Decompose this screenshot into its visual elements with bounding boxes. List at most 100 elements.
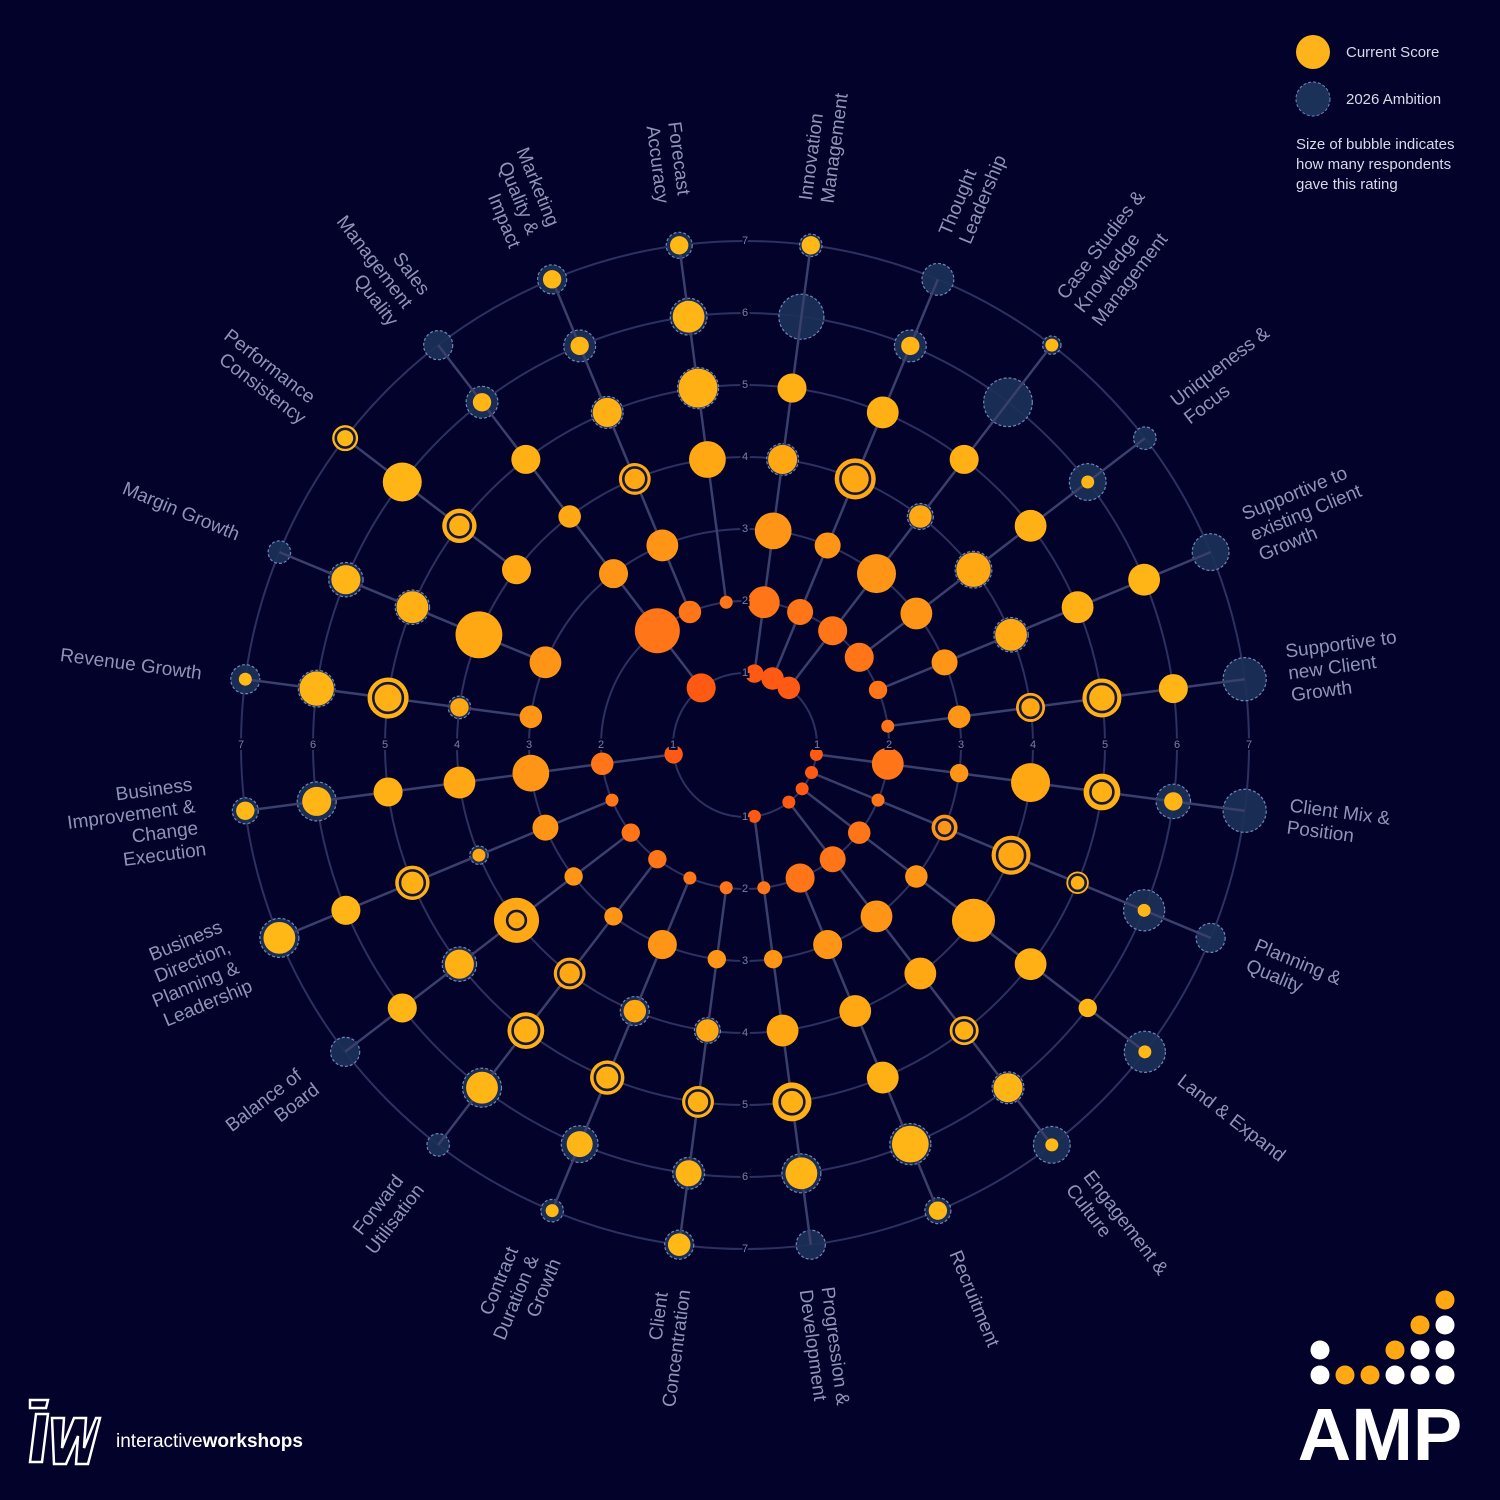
ring-label: 4 bbox=[1030, 739, 1036, 751]
current-bubble bbox=[299, 671, 334, 706]
spokes-layer bbox=[245, 245, 1245, 1245]
current-bubble bbox=[1138, 1045, 1152, 1059]
current-bubble bbox=[558, 505, 581, 528]
current-bubble bbox=[532, 814, 559, 841]
category-label: Planning & Quality bbox=[1243, 935, 1349, 1012]
current-bubble bbox=[373, 777, 403, 807]
ambition-ring bbox=[505, 909, 528, 931]
category-label: Performance Consistency bbox=[206, 325, 323, 429]
ambition-ring bbox=[778, 1088, 806, 1116]
ambition-ring bbox=[622, 466, 648, 492]
category-label: Marketing Quality & Impact bbox=[471, 145, 565, 252]
current-bubble bbox=[868, 680, 888, 700]
current-bubble bbox=[928, 1201, 948, 1220]
current-bubble bbox=[545, 1204, 559, 1218]
current-bubble bbox=[995, 618, 1027, 651]
category-label-group: Sales Management Quality bbox=[332, 212, 437, 331]
category-label-group: Client Mix & Position bbox=[1285, 796, 1396, 847]
ring bbox=[384, 384, 1106, 1106]
category-label: Balance of Board bbox=[222, 1062, 324, 1154]
current-bubble bbox=[949, 444, 979, 474]
ring-label: 3 bbox=[742, 955, 748, 967]
category-label: Thought Leadership bbox=[935, 144, 1011, 247]
current-bubble bbox=[646, 529, 679, 562]
category-label-group: Recruitment bbox=[945, 1247, 1004, 1350]
category-label-group: Supportive to new Client Growth bbox=[1284, 626, 1403, 706]
current-bubble bbox=[844, 642, 874, 672]
current-bubble bbox=[795, 782, 809, 796]
category-label-group: Margin Growth bbox=[119, 478, 242, 545]
current-bubble bbox=[1081, 475, 1095, 489]
current-bubble bbox=[472, 393, 492, 412]
ring-label: 7 bbox=[742, 1243, 748, 1255]
current-bubble bbox=[493, 897, 540, 943]
current-bubble bbox=[1045, 338, 1059, 352]
category-label-group: Land & Expand bbox=[1173, 1071, 1289, 1167]
current-bubble bbox=[707, 949, 726, 969]
current-bubble bbox=[747, 586, 780, 619]
current-bubble bbox=[818, 616, 848, 646]
current-bubble bbox=[564, 867, 583, 886]
current-bubble bbox=[766, 1014, 799, 1047]
ring-label: 7 bbox=[238, 739, 244, 751]
legend-label: Current Score bbox=[1346, 44, 1439, 61]
current-bubble bbox=[764, 949, 783, 969]
category-label-group: Supportive to existing Client Growth bbox=[1239, 461, 1370, 566]
category-label: Uniqueness & Focus bbox=[1167, 320, 1291, 429]
category-label-group: Contract Duration & Growth bbox=[469, 1239, 566, 1352]
current-bubble bbox=[904, 957, 937, 990]
current-bubble bbox=[501, 555, 532, 585]
category-label: Forecast Accuracy bbox=[641, 120, 694, 205]
current-bubble bbox=[1014, 509, 1047, 542]
labels-layer: 1 1 1 1 2 2 2 2 3 3 3 3 4 4 4 4 5 5 5 5 6 6 6 6 7 7 7 7 Innovation M… bbox=[59, 91, 1403, 1412]
ambition-ring bbox=[1086, 682, 1118, 714]
spoke bbox=[344, 437, 518, 571]
ambition-ring bbox=[398, 869, 427, 897]
current-bubble bbox=[466, 1071, 498, 1104]
ambition-ring bbox=[995, 839, 1027, 871]
ring-label: 6 bbox=[742, 307, 748, 319]
current-bubble bbox=[747, 809, 761, 823]
current-bubble bbox=[1078, 998, 1097, 1018]
current-bubble bbox=[1137, 903, 1151, 917]
current-bubble bbox=[847, 821, 871, 844]
spoke bbox=[887, 677, 1245, 728]
category-label-group: Planning & Quality bbox=[1243, 935, 1349, 1012]
ring bbox=[456, 456, 1034, 1034]
ring-label: 1 bbox=[814, 739, 820, 751]
category-label: Margin Growth bbox=[119, 478, 242, 545]
ring-label: 6 bbox=[310, 739, 316, 751]
current-bubble bbox=[1061, 591, 1094, 624]
category-label-group: Client Concentration bbox=[646, 1286, 696, 1409]
current-bubble bbox=[772, 1082, 812, 1122]
category-label: Contract Duration & Growth bbox=[469, 1239, 565, 1352]
category-label-group: Uniqueness & Focus bbox=[1167, 320, 1291, 429]
category-label-group: Revenue Growth bbox=[59, 645, 203, 684]
ring-label: 4 bbox=[454, 739, 460, 751]
ambition-bubble bbox=[1191, 533, 1230, 572]
current-bubble bbox=[590, 752, 614, 776]
ambition-bubble bbox=[1195, 922, 1226, 954]
current-bubble bbox=[236, 801, 255, 820]
category-label: Engagement & Culture bbox=[1061, 1167, 1175, 1297]
current-bubble bbox=[542, 270, 562, 289]
category-label-group: Innovation Management bbox=[796, 91, 853, 204]
ambition-ring bbox=[556, 960, 583, 987]
current-bubble bbox=[443, 766, 476, 799]
category-label: Business Direction, Planning & Leadershi… bbox=[132, 915, 255, 1033]
ambition-ring bbox=[511, 1016, 541, 1046]
current-bubble bbox=[592, 397, 622, 427]
current-bubble bbox=[814, 532, 841, 559]
current-bubble bbox=[1045, 1138, 1059, 1152]
ring-label: 5 bbox=[742, 1099, 748, 1111]
current-bubble bbox=[866, 1061, 899, 1094]
ring-label: 1 bbox=[742, 667, 748, 679]
current-bubble bbox=[238, 672, 252, 686]
category-label-group: Thought Leadership bbox=[935, 144, 1011, 247]
current-bubble bbox=[623, 999, 647, 1023]
current-bubble bbox=[901, 336, 920, 356]
legend-label: 2026 Ambition bbox=[1346, 91, 1441, 108]
current-bubble bbox=[871, 747, 904, 780]
current-bubble bbox=[686, 673, 716, 703]
ambition-bubble bbox=[921, 262, 955, 296]
